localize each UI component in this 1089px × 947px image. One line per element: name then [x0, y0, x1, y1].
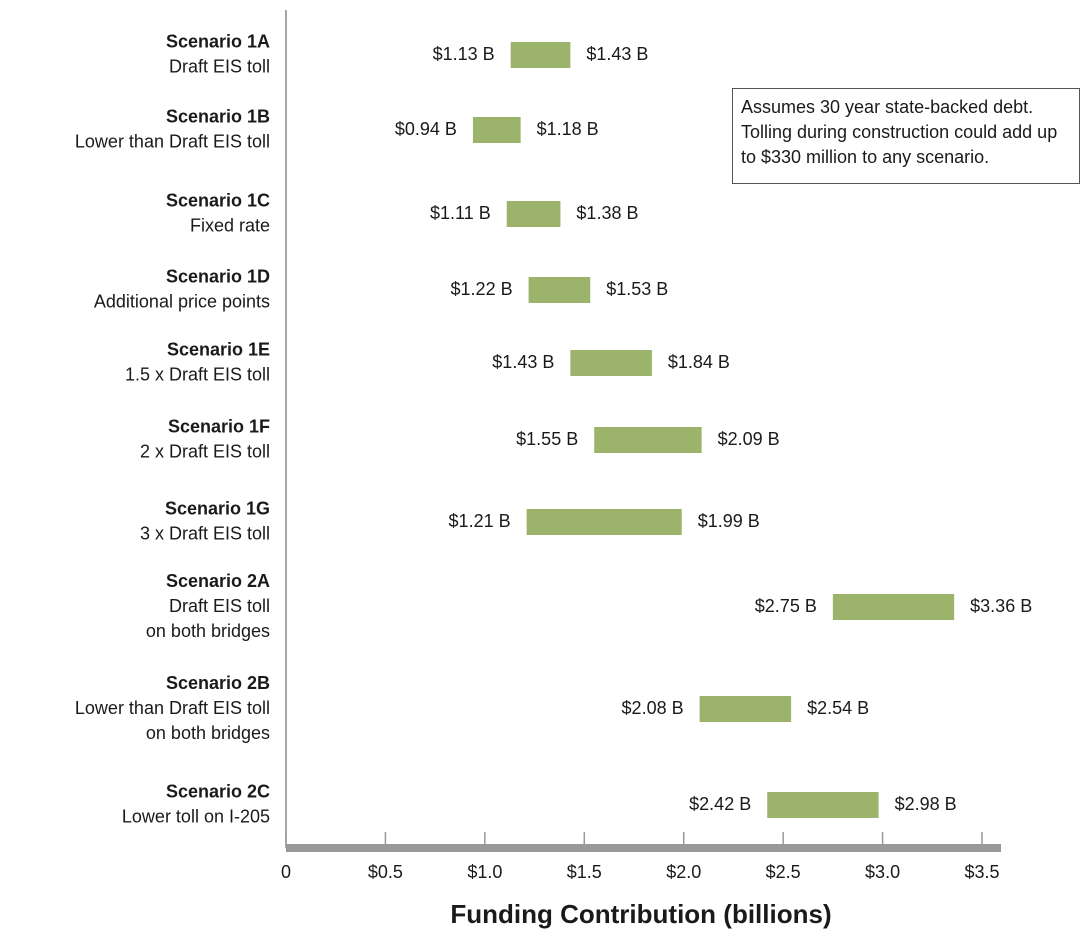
- category-label: Scenario 2B: [166, 673, 270, 693]
- x-axis-title: Funding Contribution (billions): [450, 899, 831, 929]
- bar: [510, 42, 571, 68]
- value-label: $1.55 B: [516, 429, 578, 449]
- category-description: Fixed rate: [190, 215, 270, 235]
- category-label: Scenario 2A: [166, 571, 270, 591]
- value-label: $1.11 B: [430, 203, 491, 223]
- category-label: Scenario 1E: [167, 339, 270, 359]
- annotation: Assumes 30 year state-backed debt. Tolli…: [732, 88, 1080, 184]
- value-label: $2.54 B: [807, 698, 869, 718]
- x-tick-label: $1.0: [467, 862, 502, 882]
- x-tick-label: $1.5: [567, 862, 602, 882]
- category-label: Scenario 1G: [165, 498, 270, 518]
- x-tick-label: $2.5: [766, 862, 801, 882]
- value-label: $1.84 B: [668, 352, 730, 372]
- category-description: Lower than Draft EIS toll: [75, 698, 270, 718]
- category-description: Additional price points: [94, 291, 270, 311]
- value-label: $2.42 B: [689, 794, 751, 814]
- bar: [832, 594, 955, 620]
- value-label: $1.43 B: [586, 44, 648, 64]
- x-tick-label: $0.5: [368, 862, 403, 882]
- category-label: Scenario 1D: [166, 266, 270, 286]
- value-label: $1.13 B: [433, 44, 495, 64]
- bar: [699, 696, 792, 722]
- category-label: Scenario 1C: [166, 190, 270, 210]
- bar: [472, 117, 521, 143]
- value-label: $2.09 B: [718, 429, 780, 449]
- category-description: 1.5 x Draft EIS toll: [125, 364, 270, 384]
- value-label: $0.94 B: [395, 119, 457, 139]
- bar: [594, 427, 702, 453]
- category-label: Scenario 2C: [166, 781, 270, 801]
- value-label: $1.53 B: [606, 279, 668, 299]
- value-label: $1.21 B: [449, 511, 511, 531]
- category-description: Lower than Draft EIS toll: [75, 131, 270, 151]
- category-label: Scenario 1A: [166, 31, 270, 51]
- category-description: 3 x Draft EIS toll: [140, 523, 270, 543]
- category-label: Scenario 1F: [168, 416, 270, 436]
- value-label: $1.38 B: [576, 203, 638, 223]
- x-tick-label: 0: [281, 862, 291, 882]
- value-label: $1.22 B: [451, 279, 513, 299]
- bar: [528, 277, 591, 303]
- value-label: $3.36 B: [970, 596, 1032, 616]
- value-label: $1.43 B: [492, 352, 554, 372]
- category-description: Draft EIS toll: [169, 596, 270, 616]
- category-description: on both bridges: [146, 621, 270, 641]
- value-label: $2.98 B: [895, 794, 957, 814]
- category-label: Scenario 1B: [166, 106, 270, 126]
- bar: [506, 201, 561, 227]
- bar: [570, 350, 652, 376]
- value-label: $2.75 B: [755, 596, 817, 616]
- category-description: Lower toll on I-205: [122, 806, 270, 826]
- value-label: $2.08 B: [622, 698, 684, 718]
- bar: [526, 509, 682, 535]
- x-tick-label: $3.5: [964, 862, 999, 882]
- x-axis: [286, 844, 1001, 852]
- category-description: 2 x Draft EIS toll: [140, 441, 270, 461]
- category-description: on both bridges: [146, 723, 270, 743]
- category-description: Draft EIS toll: [169, 56, 270, 76]
- value-label: $1.18 B: [537, 119, 599, 139]
- x-tick-label: $3.0: [865, 862, 900, 882]
- x-tick-label: $2.0: [666, 862, 701, 882]
- value-label: $1.99 B: [698, 511, 760, 531]
- bar: [767, 792, 879, 818]
